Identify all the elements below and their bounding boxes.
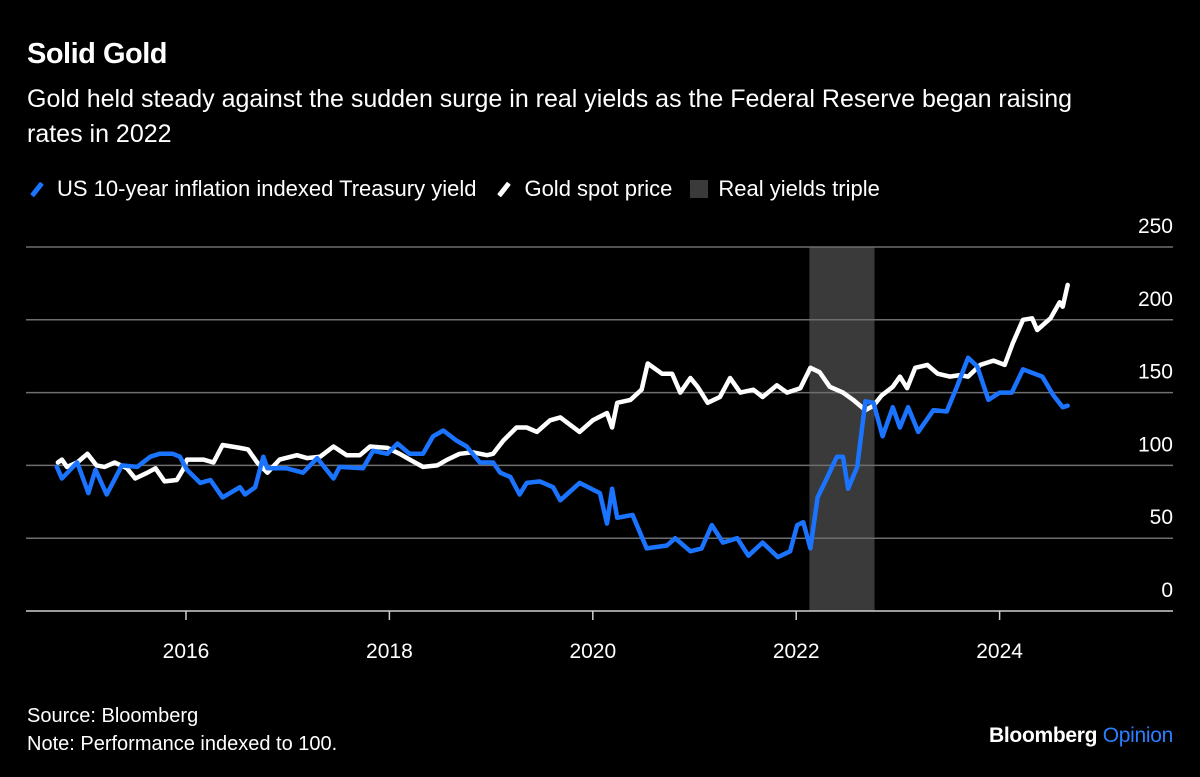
y-tick-label-150: 150 (1138, 361, 1173, 384)
x-tick-label-2016: 2016 (163, 640, 210, 663)
series-line-gold-price (55, 282, 1070, 484)
source-note: Source: Bloomberg (27, 705, 199, 727)
legend-item-tips: US 10-year inflation indexed Treasury yi… (27, 176, 476, 202)
y-tick-label-200: 200 (1138, 288, 1173, 311)
legend-label-tips: US 10-year inflation indexed Treasury yi… (57, 176, 477, 201)
logo-section: Opinion (1102, 724, 1174, 747)
shaded-region-real-yields-triple (809, 247, 875, 611)
x-tick-label-2024: 2024 (976, 640, 1023, 663)
legend-label-gold: Gold spot price (524, 176, 673, 201)
chart-subtitle: Gold held steady against the sudden surg… (27, 85, 1073, 148)
legend-item-shade: Real yields triple (690, 176, 880, 202)
legend-item-gold: Gold spot price (494, 176, 672, 202)
x-tick-label-2022: 2022 (773, 640, 820, 663)
footer: Source: Bloomberg Note: Performance inde… (27, 702, 337, 758)
legend-label-shade: Real yields triple (718, 176, 880, 201)
y-tick-label-0: 0 (1161, 579, 1173, 602)
y-tick-label-50: 50 (1150, 506, 1173, 529)
legend: US 10-year inflation indexed Treasury yi… (27, 176, 898, 202)
chart-title: Solid Gold (27, 38, 168, 70)
x-tick-label-2020: 2020 (569, 640, 616, 663)
y-tick-label-100: 100 (1138, 433, 1173, 456)
bloomberg-opinion-logo: Bloomberg Opinion (989, 724, 1173, 748)
logo-brand: Bloomberg (989, 724, 1098, 747)
x-tick-label-2018: 2018 (366, 640, 413, 663)
y-tick-label-250: 250 (1138, 215, 1173, 238)
legend-swatch-shade (690, 180, 709, 198)
footnote: Note: Performance indexed to 100. (27, 733, 338, 755)
series-line-tips-yield (54, 355, 1070, 560)
